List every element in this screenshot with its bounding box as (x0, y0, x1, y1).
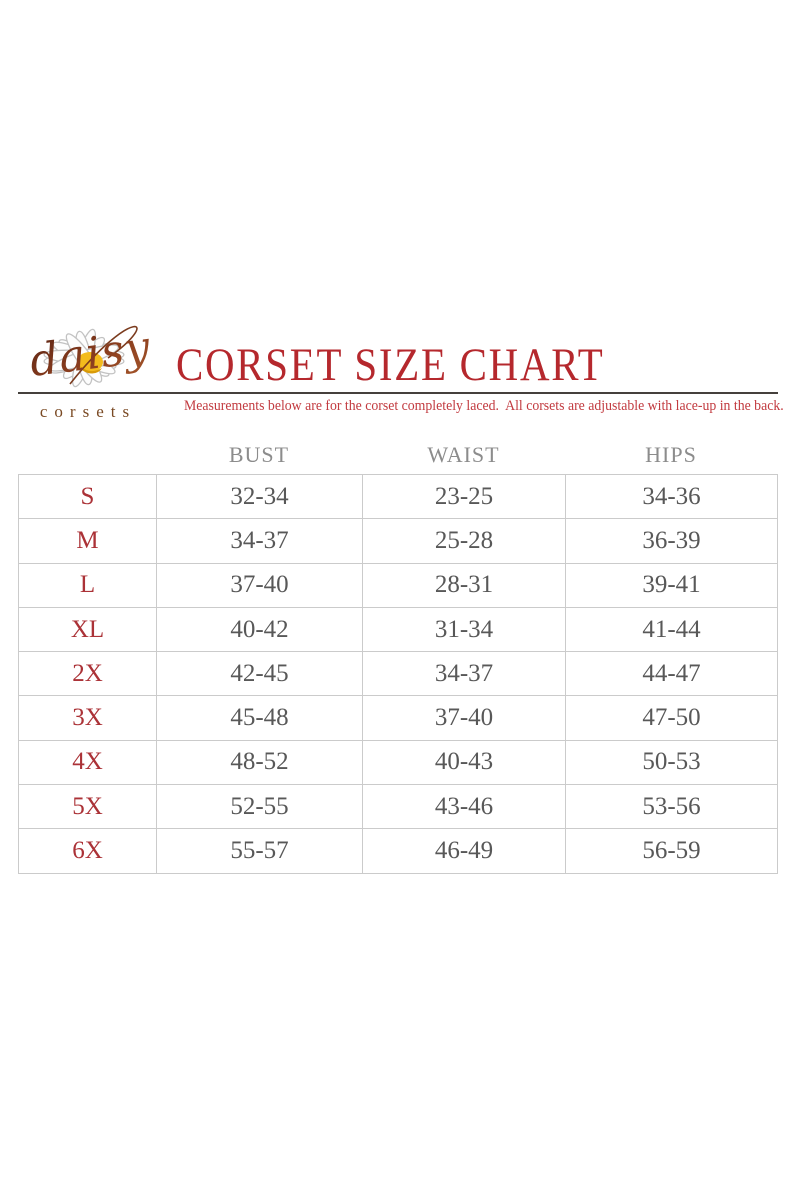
waist-cell: 31-34 (362, 606, 566, 653)
size-table: S 32-34 23-25 34-36 M 34-37 25-28 36-39 … (18, 473, 778, 874)
table-row: L 37-40 28-31 39-41 (18, 562, 778, 608)
waist-cell: 46-49 (362, 828, 566, 874)
waist-cell: 40-43 (362, 739, 566, 786)
bust-cell: 52-55 (156, 784, 363, 830)
hips-cell: 47-50 (565, 695, 778, 741)
waist-cell: 37-40 (362, 695, 566, 741)
size-cell: L (18, 562, 157, 608)
size-cell: 5X (18, 784, 157, 830)
hips-cell: 50-53 (565, 739, 778, 786)
divider-rule (18, 392, 778, 394)
daisy-corsets-logo: daisy corsets (27, 322, 153, 421)
corsets-wordmark: corsets (40, 402, 136, 421)
bust-cell: 40-42 (156, 606, 363, 653)
table-row: M 34-37 25-28 36-39 (18, 518, 778, 564)
bust-cell: 45-48 (156, 695, 363, 741)
table-row: 3X 45-48 37-40 47-50 (18, 695, 778, 741)
table-row: 5X 52-55 43-46 53-56 (18, 784, 778, 830)
hips-cell: 36-39 (565, 518, 778, 564)
header-bust: BUST (228, 442, 290, 467)
bust-cell: 32-34 (156, 473, 363, 520)
hips-cell: 34-36 (565, 473, 778, 520)
size-cell: XL (18, 606, 157, 653)
waist-cell: 43-46 (362, 784, 566, 830)
bust-cell: 48-52 (156, 739, 363, 786)
table-row: 2X 42-45 34-37 44-47 (18, 651, 778, 697)
header-hips: HIPS (645, 442, 697, 467)
daisy-flower-icon (43, 325, 138, 388)
waist-cell: 25-28 (362, 518, 566, 564)
waist-cell: 28-31 (362, 562, 566, 608)
column-headers: BUST WAIST HIPS (18, 442, 777, 468)
hips-cell: 41-44 (565, 606, 778, 653)
table-row: 6X 55-57 46-49 56-59 (18, 828, 778, 874)
hips-cell: 56-59 (565, 828, 778, 874)
size-cell: 3X (18, 695, 157, 741)
table-row: XL 40-42 31-34 41-44 (18, 606, 778, 653)
bust-cell: 34-37 (156, 518, 363, 564)
waist-cell: 23-25 (362, 473, 566, 520)
hips-cell: 44-47 (565, 651, 778, 697)
header-size-spacer (18, 442, 156, 468)
size-cell: 4X (18, 739, 157, 786)
bust-cell: 55-57 (156, 828, 363, 874)
size-cell: 2X (18, 651, 157, 697)
hips-cell: 39-41 (565, 562, 778, 608)
page-title: CORSET SIZE CHART (176, 339, 605, 391)
subtitle: Measurements below are for the corset co… (184, 398, 784, 414)
table-row: 4X 48-52 40-43 50-53 (18, 739, 778, 786)
size-cell: 6X (18, 828, 157, 874)
daisy-script-text: daisy (27, 322, 153, 387)
header-waist: WAIST (427, 442, 500, 467)
size-cell: M (18, 518, 157, 564)
hips-cell: 53-56 (565, 784, 778, 830)
size-cell: S (18, 473, 157, 520)
table-row: S 32-34 23-25 34-36 (18, 473, 778, 520)
bust-cell: 37-40 (156, 562, 363, 608)
bust-cell: 42-45 (156, 651, 363, 697)
waist-cell: 34-37 (362, 651, 566, 697)
